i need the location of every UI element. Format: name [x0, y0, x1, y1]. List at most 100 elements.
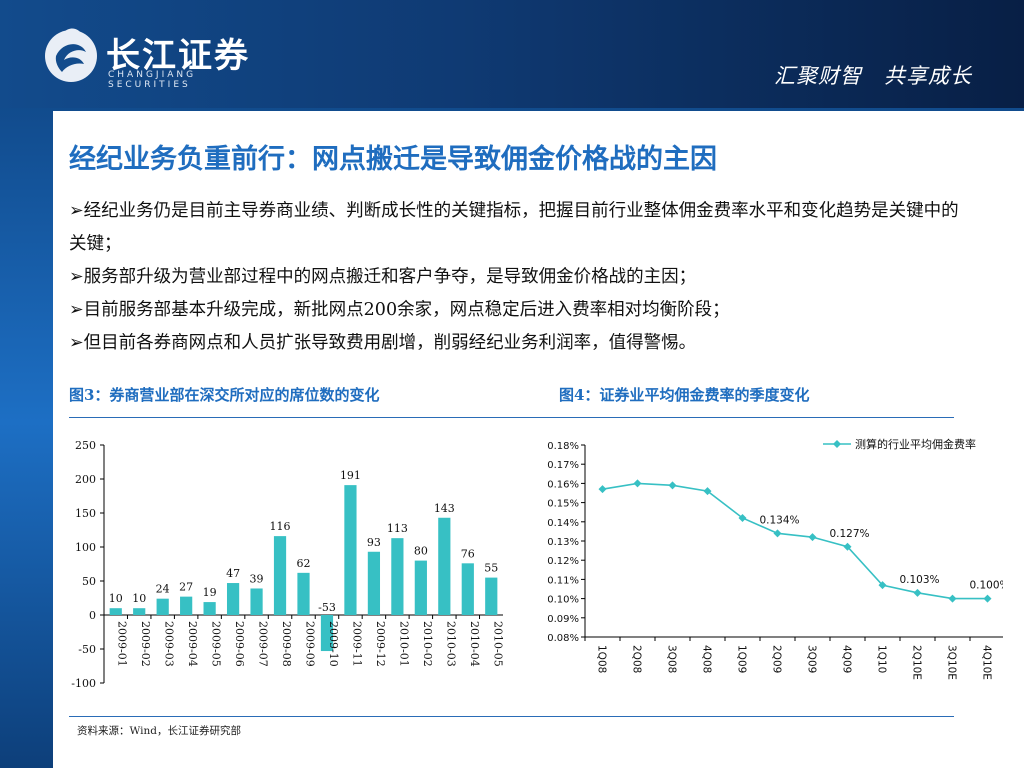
- bar: [461, 563, 474, 615]
- x-tick-label: 2009-03: [163, 621, 176, 667]
- data-label: 0.103%: [899, 574, 939, 586]
- arrow-bullet-icon: ➢: [69, 300, 84, 320]
- arrow-bullet-icon: ➢: [69, 267, 84, 287]
- bar: [180, 596, 193, 615]
- x-tick-label: 2009-12: [374, 621, 387, 667]
- x-tick-label: 2009-07: [257, 621, 270, 667]
- bullet-text: 目前服务部基本升级完成，新批网点200余家，网点稳定后进入费率相对均衡阶段；: [83, 300, 730, 320]
- data-point: [878, 581, 887, 590]
- y-tick-label: 0.12%: [547, 556, 579, 567]
- data-label: 143: [434, 502, 455, 515]
- content-panel: 经纪业务负重前行：网点搬迁是导致佣金价格战的主因 ➢经纪业务仍是目前主导券商业绩…: [53, 111, 1024, 768]
- data-point: [913, 588, 922, 597]
- x-tick-label: 2009-05: [210, 621, 223, 667]
- x-tick-label: 3Q08: [666, 645, 678, 673]
- company-logo: 长江证券 CHANGJIANG SECURITIES: [40, 22, 280, 92]
- x-tick-label: 2009-04: [186, 621, 199, 667]
- seat-count-bar-chart: 250 200 150 100 50 0 -50 -100 10 2009-01 10 2009-02…: [71, 439, 504, 690]
- data-label: -53: [318, 601, 336, 614]
- x-tick-label: 2009-02: [139, 621, 152, 667]
- bullet-text: 经纪业务仍是目前主导券商业绩、判断成长性的关键指标，把握目前行业整体佣金费率水平…: [69, 201, 959, 254]
- x-tick-label: 3Q10E: [946, 645, 958, 680]
- data-label: 0.127%: [829, 528, 869, 540]
- y-tick-label: 0.17%: [547, 460, 579, 471]
- source-note: 资料来源：Wind，长江证券研究部: [77, 725, 241, 737]
- y-tick-label: 0.13%: [547, 537, 579, 548]
- x-tick-label: 1Q10: [876, 645, 888, 673]
- data-point: [668, 481, 677, 490]
- x-tick-label: 1Q09: [736, 645, 748, 673]
- data-label: 10: [109, 592, 123, 605]
- data-point: [843, 542, 852, 551]
- data-label: 80: [414, 545, 428, 558]
- data-label: 55: [484, 562, 498, 575]
- x-tick-label: 2010-01: [397, 621, 410, 667]
- data-point: [703, 487, 712, 496]
- data-label: 10: [132, 592, 146, 605]
- arrow-bullet-icon: ➢: [69, 333, 84, 353]
- x-tick-label: 2010-04: [468, 621, 481, 667]
- data-point: [633, 479, 642, 488]
- data-label: 191: [340, 469, 361, 482]
- x-tick-label: 2009-06: [233, 621, 246, 667]
- y-tick-label: 150: [75, 507, 96, 520]
- figure4-title: 图4：证券业平均佣金费率的季度变化: [559, 386, 810, 404]
- slide-title: 经纪业务负重前行：网点搬迁是导致佣金价格战的主因: [69, 144, 717, 175]
- x-tick-label: 4Q10E: [981, 645, 993, 680]
- data-label: 24: [156, 583, 170, 596]
- divider-top: [69, 417, 954, 418]
- y-tick-label: -100: [71, 677, 96, 690]
- arrow-bullet-icon: ➢: [69, 201, 84, 221]
- y-tick-label: 250: [75, 439, 96, 452]
- x-tick-label: 2010-03: [444, 621, 457, 667]
- x-tick-label: 3Q09: [806, 645, 818, 673]
- figure3-title: 图3：券商营业部在深交所对应的席位数的变化: [69, 386, 380, 404]
- x-tick-label: 2009-09: [304, 621, 317, 667]
- bar: [391, 538, 404, 615]
- y-tick-label: -50: [78, 643, 96, 656]
- y-tick-label: 0.11%: [547, 575, 579, 586]
- data-label: 93: [367, 536, 381, 549]
- data-label: 116: [270, 520, 291, 533]
- y-tick-label: 0: [89, 609, 96, 622]
- y-tick-label: 0.10%: [547, 595, 579, 606]
- x-tick-label: 4Q08: [701, 645, 713, 673]
- y-tick-label: 50: [82, 575, 96, 588]
- bar: [109, 608, 122, 615]
- bar: [367, 551, 381, 615]
- bullet-item: ➢目前服务部基本升级完成，新批网点200余家，网点稳定后进入费率相对均衡阶段；: [69, 294, 969, 327]
- y-tick-label: 0.14%: [547, 518, 579, 529]
- x-tick-label: 2009-10: [327, 621, 340, 667]
- data-point: [808, 533, 817, 542]
- bar: [344, 485, 357, 615]
- y-tick-label: 0.18%: [547, 441, 579, 452]
- x-tick-label: 2010-02: [421, 621, 434, 667]
- data-point: [983, 594, 992, 603]
- x-tick-label: 2Q09: [771, 645, 783, 673]
- y-tick-label: 100: [75, 541, 96, 554]
- x-tick-label: 2009-08: [280, 621, 293, 667]
- x-tick-label: 2010-05: [491, 621, 504, 667]
- data-point: [598, 485, 607, 494]
- bullet-item: ➢但目前各券商网点和人员扩张导致费用剧增，削弱经纪业务利润率，值得警惕。: [69, 327, 969, 360]
- bar: [273, 536, 287, 615]
- bar: [133, 608, 146, 615]
- x-tick-label: 1Q08: [596, 645, 608, 673]
- bullet-list: ➢经纪业务仍是目前主导券商业绩、判断成长性的关键指标，把握目前行业整体佣金费率水…: [69, 195, 969, 360]
- x-tick-label: 4Q09: [841, 645, 853, 673]
- data-label: 0.134%: [759, 514, 799, 526]
- bar: [438, 517, 451, 615]
- data-label: 113: [387, 522, 408, 535]
- x-tick-label: 2Q08: [631, 645, 643, 673]
- bar: [485, 577, 498, 615]
- legend-marker: [833, 440, 841, 448]
- data-point: [738, 513, 747, 522]
- data-point: [773, 529, 782, 538]
- divider-bottom: [69, 716, 954, 717]
- data-label: 76: [461, 547, 475, 560]
- x-tick-label: 2009-11: [350, 621, 363, 667]
- y-tick-label: 0.08%: [547, 633, 579, 644]
- bar: [156, 598, 169, 615]
- x-tick-label: 2Q10E: [911, 645, 923, 680]
- bar: [226, 583, 240, 615]
